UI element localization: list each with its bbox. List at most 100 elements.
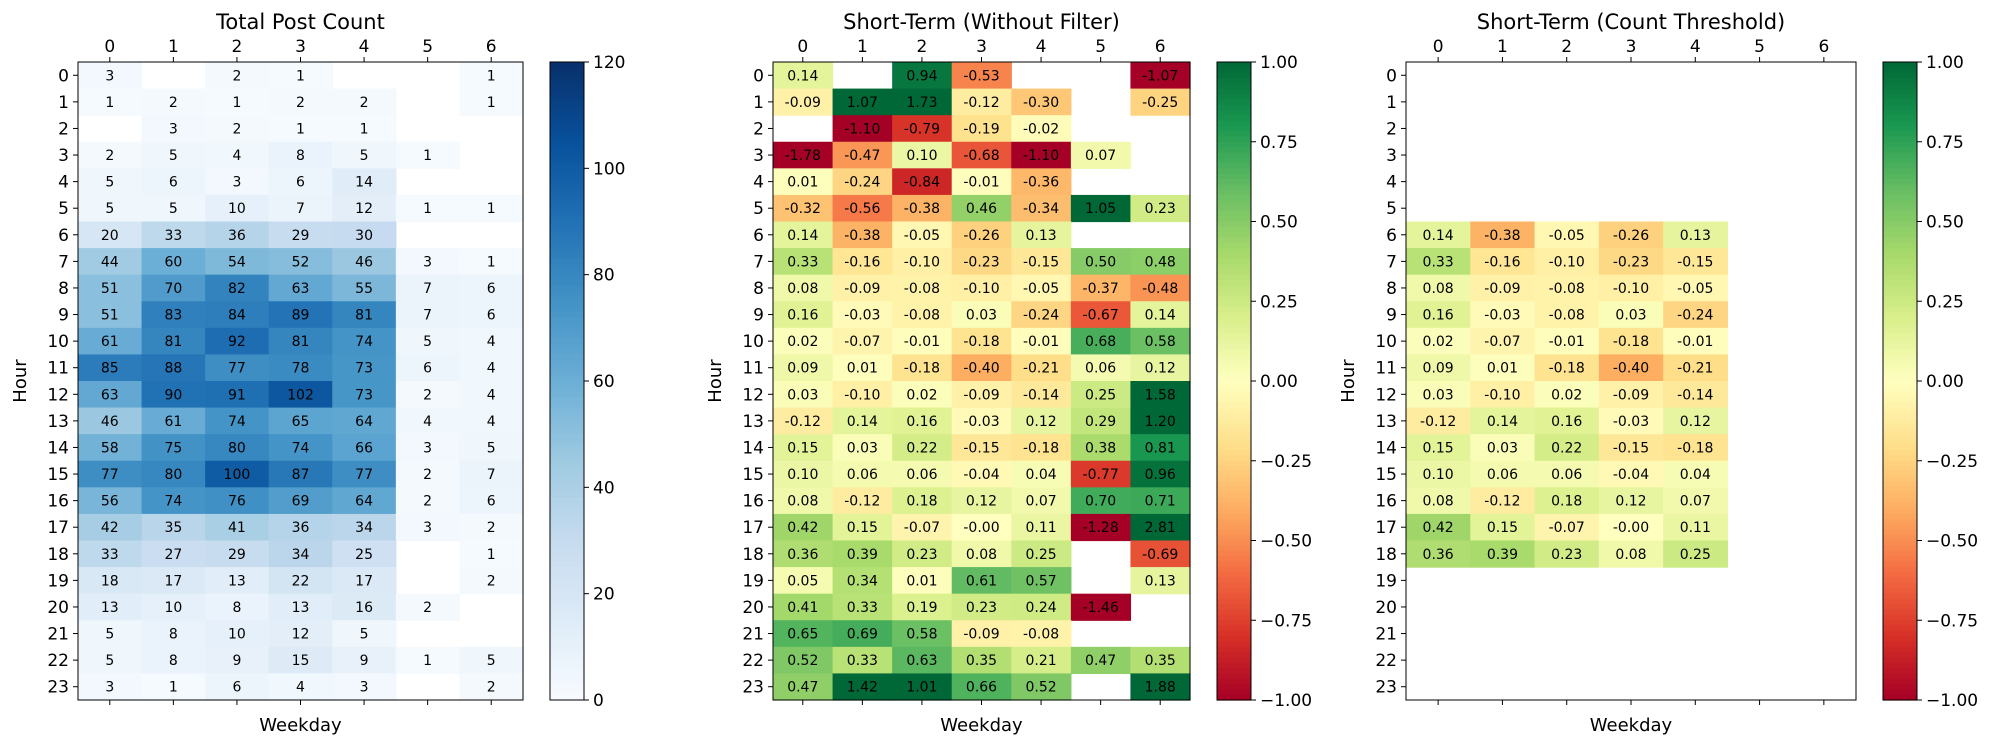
heatmap-cell [78,381,143,409]
cell-value-label: 8 [169,653,178,669]
cell-value-label: -0.10 [963,281,999,297]
colorbar-segment [1883,556,1917,563]
heatmap-cell [205,168,270,196]
colorbar-segment [1883,630,1917,637]
cell-value-label: -0.09 [1484,281,1520,297]
colorbar-segment [1217,147,1251,153]
colorbar-segment [550,136,584,143]
cell-value-label: 0.07 [1085,148,1116,164]
heatmap-cell [141,88,206,116]
cell-value-label: 42 [101,520,119,536]
colorbar-segment [550,652,584,659]
colorbar-segment [550,508,584,515]
heatmap-cell [951,593,1012,621]
cell-value-label: 4 [296,680,305,696]
heatmap-cell [332,141,397,169]
colorbar-segment [1883,131,1917,138]
colorbar-segment [1217,434,1251,441]
colorbar-segment [550,343,584,350]
colorbar-segment [550,125,584,132]
heatmap-cell [951,460,1012,488]
colorbar-segment [1217,338,1251,345]
heatmap-cell [1130,567,1191,595]
cell-value-label: 0.11 [1025,520,1056,536]
colorbar-segment [550,104,584,111]
heatmap-cell [459,487,524,515]
y-tick-label: 13 [47,412,69,432]
colorbar-tick-label: 60 [593,372,615,392]
heatmap-cell [205,115,270,143]
colorbar-segment [1217,540,1251,547]
cell-value-label: -0.10 [1484,387,1520,403]
heatmap-cell [1011,673,1072,701]
heatmap-cell [773,646,834,675]
colorbar-tick-label: 0.00 [1260,372,1298,392]
heatmap-cell [1130,354,1191,382]
cell-value-label: 0.65 [787,627,818,643]
cell-value-label: 1.58 [1145,387,1176,403]
cell-value-label: 65 [292,414,310,430]
cell-value-label: -0.10 [1549,254,1585,270]
cell-value-label: 90 [164,387,182,403]
heatmap-cell [1406,434,1471,462]
heatmap-cell [832,673,893,701]
cell-value-label: 0.16 [787,308,818,324]
cell-value-label: 0.08 [1423,494,1454,510]
colorbar-segment [550,301,584,308]
heatmap-cell [1663,381,1729,409]
heatmap-cell [1534,301,1600,329]
heatmap-cell [459,274,524,302]
heatmap-cell [332,248,397,276]
heatmap-cell [773,248,834,276]
colorbar-segment [1217,258,1251,265]
cell-value-label: 5 [360,148,369,164]
heatmap-cell [1011,646,1072,675]
cell-value-label: -0.24 [1677,308,1713,324]
cell-value-label: -0.32 [785,201,821,217]
cell-value-label: 5 [169,201,178,217]
colorbar-segment [1883,471,1917,478]
colorbar-segment [550,311,584,318]
x-tick-label: 0 [797,37,808,57]
colorbar-segment [550,636,584,643]
cell-value-label: 83 [164,308,182,324]
y-tick-label: 18 [742,545,764,565]
colorbar-segment [1217,593,1251,600]
heatmap-cell [205,646,270,675]
heatmap-cell [1598,301,1664,329]
heatmap-cell [141,221,206,249]
x-tick-label: 5 [1754,37,1765,57]
heatmap-cell [1406,460,1471,488]
colorbar-segment [1883,412,1917,419]
x-tick-label: 1 [168,37,179,57]
cell-value-label: 0.08 [966,547,997,563]
heatmap-cell [268,460,333,488]
cell-value-label: 34 [292,547,310,563]
heatmap-cell [268,567,333,595]
heatmap-cell [1598,407,1664,435]
colorbar-segment [1217,205,1251,212]
heatmap-cell [1534,487,1600,515]
colorbar-segment [550,434,584,441]
y-tick-label: 5 [58,199,69,219]
colorbar-segment [1883,588,1917,595]
cell-value-label: 5 [105,627,114,643]
heatmap-cell [951,301,1012,329]
cell-value-label: -0.16 [1484,254,1520,270]
heatmap-cell [268,513,333,542]
colorbar-segment [1217,77,1251,84]
heatmap-cell [459,567,524,595]
y-tick-label: 8 [58,279,69,299]
cell-value-label: 0.12 [966,494,997,510]
colorbar-segment [1883,189,1917,196]
heatmap-cells: 0.14 -0.38 -0.05 -0.26 0.13 0.33 -0.16 -0.10 -0.… [1406,221,1729,568]
colorbar-segment [550,593,584,600]
heatmap-cell [205,593,270,621]
colorbar-segment [550,529,584,536]
heatmap-cell [832,274,893,302]
colorbar-segment [1217,327,1251,334]
colorbar-segment [1883,194,1917,201]
colorbar-segment [550,147,584,153]
colorbar-segment [1883,668,1917,675]
heatmap-cell [832,115,893,143]
